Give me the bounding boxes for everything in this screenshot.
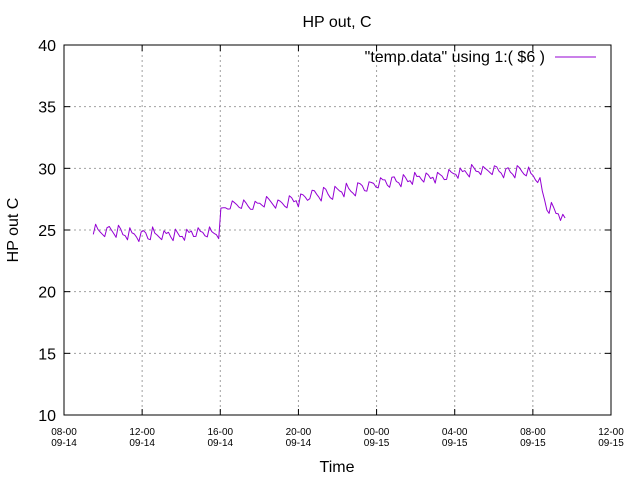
x-axis-label: Time [320, 459, 355, 476]
x-tick-label-date: 09-14 [51, 438, 77, 449]
y-tick-label: 30 [38, 161, 56, 178]
x-tick-label-time: 04-00 [442, 427, 468, 438]
plot-frame [63, 44, 612, 416]
x-tick-label-date: 09-14 [207, 438, 233, 449]
x-tick-label-time: 08-00 [51, 427, 77, 438]
y-tick-label: 15 [38, 346, 56, 363]
y-tick-label: 40 [38, 38, 56, 55]
x-tick-label-date: 09-15 [364, 438, 390, 449]
y-tick-labels: 10 15 20 25 30 35 40 [38, 38, 56, 425]
y-tick-label: 10 [38, 408, 56, 425]
y-axis-label: HP out C [5, 198, 22, 263]
y-tick-label: 25 [38, 223, 56, 240]
x-tick-label-time: 12-00 [129, 427, 155, 438]
grid [64, 45, 611, 415]
series-layer [92, 164, 566, 242]
x-tick-label-date: 09-15 [520, 438, 546, 449]
x-tick-label-time: 08-00 [520, 427, 546, 438]
y-tick-label: 20 [38, 285, 56, 302]
x-tick-label-date: 09-15 [598, 438, 624, 449]
x-tick-label-date: 09-14 [129, 438, 155, 449]
x-tick-label-time: 16-00 [207, 427, 233, 438]
x-tick-label-date: 09-14 [286, 438, 312, 449]
ticks [63, 44, 612, 416]
y-tick-label: 35 [38, 100, 56, 117]
x-tick-label-time: 20-00 [286, 427, 312, 438]
chart-title: HP out, C [302, 14, 371, 31]
legend: "temp.data" using 1:( $6 ) [365, 49, 596, 66]
x-tick-label-time: 00-00 [364, 427, 390, 438]
legend-label: "temp.data" using 1:( $6 ) [365, 49, 545, 66]
x-tick-labels: 08-0009-1412-0009-1416-0009-1420-0009-14… [51, 427, 624, 449]
x-tick-label-time: 12-00 [598, 427, 624, 438]
series-line [92, 164, 566, 242]
x-tick-label-date: 09-15 [442, 438, 468, 449]
